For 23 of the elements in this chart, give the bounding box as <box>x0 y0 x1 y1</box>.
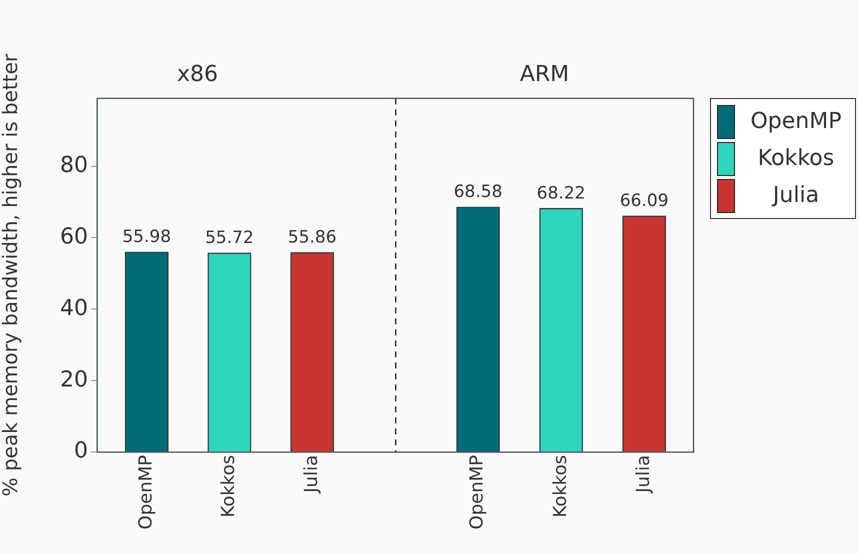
y-axis-title: % peak memory bandwidth, higher is better <box>0 53 22 497</box>
y-tick-label: 0 <box>74 438 88 464</box>
data-label: 55.86 <box>288 227 337 248</box>
chart-title: x86 <box>176 62 218 87</box>
data-label: 68.58 <box>454 182 502 202</box>
legend-label: Julia <box>770 183 820 208</box>
x-tick-label: Julia <box>632 455 654 494</box>
x-tick-label: OpenMP <box>135 454 156 530</box>
x-tick-label: OpenMP <box>466 454 488 530</box>
chart-title: ARM <box>520 62 570 87</box>
data-label: 66.09 <box>620 190 669 211</box>
y-tick-label: 80 <box>60 152 88 178</box>
legend-label: OpenMP <box>749 109 842 134</box>
x-tick-label: Julia <box>300 455 322 494</box>
legend-label: Kokkos <box>756 146 836 171</box>
x-tick-label: Kokkos <box>550 455 571 518</box>
data-label: 55.98 <box>122 226 172 247</box>
data-label: 68.22 <box>536 183 586 204</box>
data-label: 55.72 <box>205 228 254 248</box>
y-tick-label: 20 <box>60 367 88 392</box>
x-tick-label: Kokkos <box>218 455 240 518</box>
y-tick-label: 40 <box>60 296 88 321</box>
y-tick-label: 60 <box>60 224 88 250</box>
